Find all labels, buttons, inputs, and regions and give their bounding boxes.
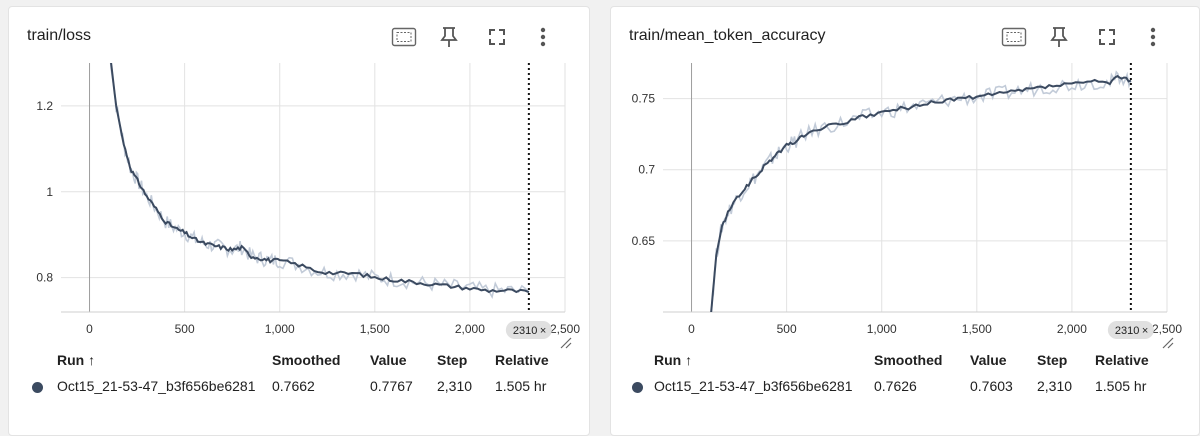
x-tick-label: 1,000 [867,322,897,336]
x-tick-label: 1,500 [360,322,390,336]
smoothed-value: 0.7626 [874,378,917,394]
loss-card: train/loss 0.8 1 1.2 0 500 1,000 1,500 2,000 2,5… [8,6,590,436]
relative-header[interactable]: Relative [495,352,549,368]
run-name: Oct15_21-53-47_b3f656be6281 [654,378,853,394]
more-options-button[interactable] [529,23,557,51]
x-tick-label: 0 [688,322,695,336]
card-toolbar [999,23,1199,51]
run-color-dot [632,382,643,393]
run-header[interactable]: Run ↑ [57,352,96,368]
resize-handle-icon[interactable] [560,337,572,349]
pin-icon [1050,27,1068,47]
fullscreen-icon [1099,29,1115,45]
step-cursor-label: 2310 [513,325,537,337]
pin-button[interactable] [1045,23,1073,51]
x-tick-label: 2,000 [455,322,485,336]
fullscreen-button[interactable] [1093,23,1121,51]
x-tick-label: 2,500 [1152,322,1182,336]
card-title: train/mean_token_accuracy [629,27,826,44]
card-title: train/loss [27,27,92,44]
y-tick-label: 1.2 [36,99,53,113]
smoothed-value: 0.7662 [272,378,315,394]
step-header[interactable]: Step [1037,352,1068,368]
x-tick-label: 500 [777,322,797,336]
x-tick-label: 1,500 [962,322,992,336]
x-tick-label: 2,000 [1057,322,1087,336]
step-header[interactable]: Step [437,352,468,368]
value-header[interactable]: Value [370,352,407,368]
more-options-button[interactable] [1139,23,1167,51]
pin-icon [440,27,458,47]
x-tick-label: 2,500 [550,322,580,336]
fullscreen-button[interactable] [483,23,511,51]
accuracy-card: train/mean_token_accuracy 0.65 0.7 0.75 0 50… [610,6,1200,436]
smoothed-header[interactable]: Smoothed [272,352,341,368]
relative-value: 1.505 hr [495,378,547,394]
y-tick-label: 0.7 [638,163,655,177]
step-cursor-badge [505,321,552,339]
y-tick-label: 0.8 [36,271,53,285]
run-name: Oct15_21-53-47_b3f656be6281 [57,378,256,394]
y-tick-label: 1 [46,185,53,199]
x-tick-label: 1,000 [265,322,295,336]
resize-handle-icon[interactable] [1162,337,1174,349]
raw-series-line [109,63,530,300]
fit-domain-button[interactable] [390,23,418,51]
raw-value: 0.7767 [370,378,413,394]
step-value: 2,310 [437,378,473,394]
step-cursor-label: 2310 [1115,325,1139,337]
accuracy-chart[interactable]: 0.65 0.7 0.75 0 500 1,000 1,500 2,000 2,500 2310 × [611,7,1200,352]
fit-domain-icon [1001,27,1027,47]
y-tick-label: 0.65 [632,234,656,248]
fullscreen-icon [489,29,505,45]
relative-header[interactable]: Relative [1095,352,1149,368]
pin-button[interactable] [435,23,463,51]
smoothed-series-line [110,63,530,294]
step-cursor-close-icon[interactable]: × [540,325,546,337]
run-header[interactable]: Run ↑ [654,352,693,368]
card-toolbar [389,23,589,51]
relative-value: 1.505 hr [1095,378,1147,394]
raw-series-line [710,70,1132,312]
more-vert-icon [1150,27,1156,47]
raw-value: 0.7603 [970,378,1013,394]
step-cursor-badge [1107,321,1154,339]
y-tick-label: 0.75 [632,92,656,106]
step-cursor-close-icon[interactable]: × [1142,325,1148,337]
series-group [109,63,530,300]
fit-domain-icon [391,27,417,47]
smoothed-series-line [710,74,1132,312]
run-color-dot [32,382,43,393]
fit-domain-button[interactable] [1000,23,1028,51]
value-header[interactable]: Value [970,352,1007,368]
series-group [710,70,1132,312]
more-vert-icon [540,27,546,47]
smoothed-header[interactable]: Smoothed [874,352,943,368]
x-tick-label: 0 [86,322,93,336]
step-value: 2,310 [1037,378,1073,394]
x-tick-label: 500 [175,322,195,336]
loss-chart[interactable]: 0.8 1 1.2 0 500 1,000 1,500 2,000 2,500 2310 × [9,7,591,352]
